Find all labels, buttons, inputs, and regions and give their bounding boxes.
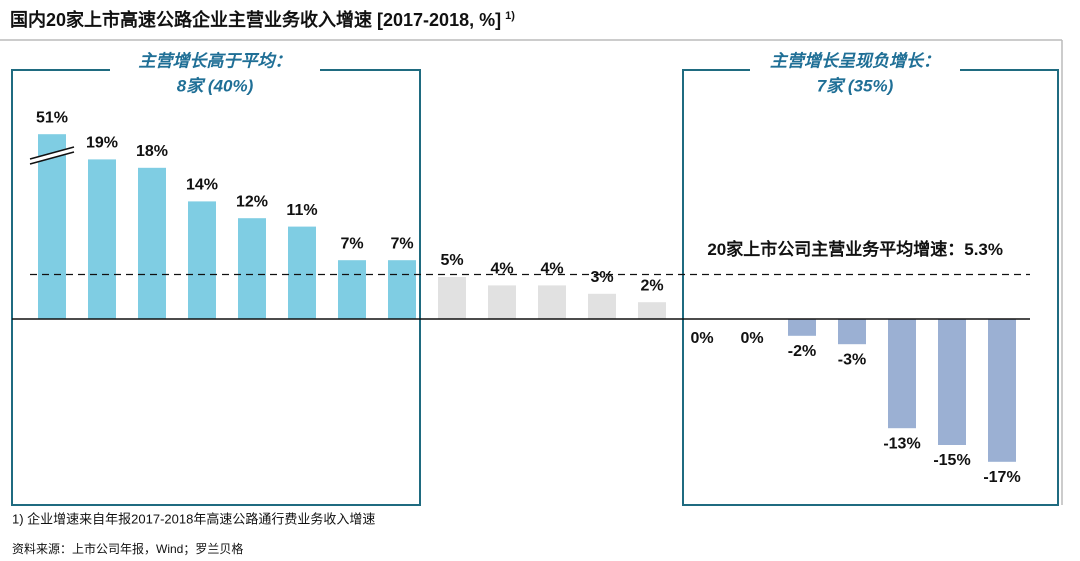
bar: [88, 159, 116, 319]
bar: [438, 277, 466, 319]
average-label: 20家上市公司主营业务平均增速：5.3%: [707, 239, 1003, 259]
axis-break-line: [29, 146, 75, 160]
bar: [338, 260, 366, 319]
value-label: 7%: [390, 235, 413, 252]
value-label: 4%: [540, 261, 563, 278]
group-subtitle: 8家 (40%): [177, 76, 254, 95]
value-label: 0%: [740, 330, 763, 347]
footnote: 1) 企业增速来自年报2017-2018年高速公路通行费业务收入增速: [12, 511, 375, 526]
chart-title: 国内20家上市高速公路企业主营业务收入增速 [2017-2018, %] 1): [10, 9, 515, 30]
value-label: 12%: [236, 193, 268, 210]
title-note: 1): [505, 10, 515, 22]
bar: [888, 319, 916, 429]
value-label: -3%: [838, 351, 866, 368]
bar: [38, 134, 66, 319]
source: 资料来源：上市公司年报，Wind；罗兰贝格: [12, 541, 243, 556]
value-label: -17%: [983, 469, 1020, 486]
axis-break-line: [29, 151, 75, 165]
bar: [838, 319, 866, 345]
value-label: 14%: [186, 177, 218, 194]
value-label: -2%: [788, 343, 816, 360]
value-label: 18%: [136, 143, 168, 160]
bar: [988, 319, 1016, 462]
bar: [288, 226, 316, 319]
bar: [138, 167, 166, 319]
bar: [588, 293, 616, 319]
bar: [538, 285, 566, 319]
bar: [938, 319, 966, 445]
bar: [638, 302, 666, 319]
value-label: 5%: [440, 252, 463, 269]
group-title: 主营增长高于平均：: [139, 51, 292, 70]
bar: [488, 285, 516, 319]
value-label: 51%: [36, 109, 68, 126]
bar: [238, 218, 266, 319]
group-title-bg: [110, 55, 320, 75]
bar: [788, 319, 816, 336]
bar: [388, 260, 416, 319]
title-text: 国内20家上市高速公路企业主营业务收入增速 [2017-2018, %]: [10, 9, 501, 30]
value-label: -13%: [883, 435, 920, 452]
group-title: 主营增长呈现负增长：: [770, 51, 940, 70]
value-label: 4%: [490, 261, 513, 278]
value-label: 11%: [286, 202, 317, 219]
group-title-bg: [750, 55, 960, 75]
value-label: 0%: [690, 330, 713, 347]
value-label: 7%: [340, 235, 363, 252]
group-subtitle: 7家 (35%): [817, 76, 894, 95]
value-label: 3%: [590, 269, 613, 286]
bar: [188, 201, 216, 319]
value-label: -15%: [933, 452, 970, 469]
axis-break: [30, 147, 74, 164]
value-label: 19%: [86, 135, 118, 152]
value-label: 2%: [640, 277, 663, 294]
